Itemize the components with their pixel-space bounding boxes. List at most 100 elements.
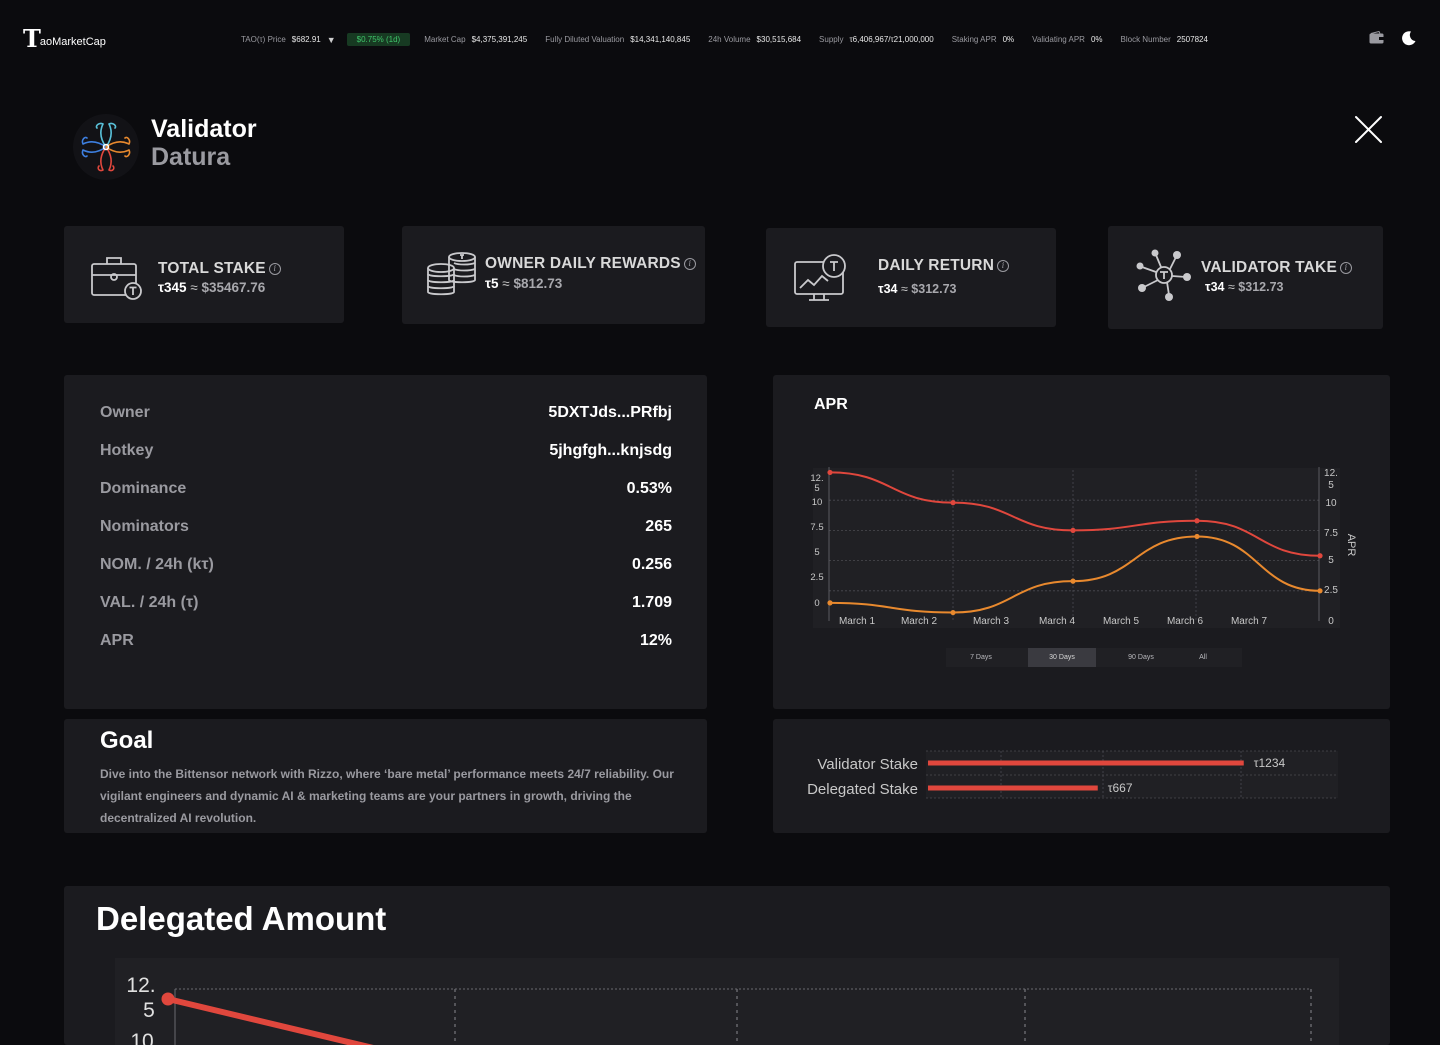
orange-series-point	[827, 600, 833, 606]
validator-name: Datura	[151, 143, 231, 171]
goal-description: Dive into the Bittensor network with Riz…	[100, 767, 674, 825]
x-tick-label: March 3	[973, 616, 1010, 627]
delegated-amount-panel: Delegated Amount 12. 5 10	[64, 886, 1390, 1045]
top-bar: T aoMarketCap TAO(τ) Price $682.91 ▼ $0.…	[0, 0, 1440, 78]
fdv-value: $14,341,140,845	[630, 35, 691, 44]
y-tick-label-right: 5	[1328, 555, 1334, 566]
tab-7-days[interactable]: 7 Days	[970, 654, 992, 661]
stat-value: τ345 ≈ $35467.76	[158, 280, 266, 295]
datura-logo-icon	[81, 122, 131, 172]
plot-area	[813, 468, 1340, 628]
info-icon[interactable]: i	[1339, 262, 1352, 274]
delegated-amount-title: Delegated Amount	[96, 900, 387, 937]
y-tick-label-right: 7.5	[1324, 528, 1338, 539]
red-series-point	[827, 469, 833, 476]
validator-info-panel: Owner 5DXTJds...PRfbj Hotkey 5jhgfgh...knj…	[64, 375, 707, 709]
red-series-point	[950, 500, 956, 506]
close-icon[interactable]	[1354, 115, 1383, 144]
stat-label: TOTAL STAKE i	[158, 260, 281, 278]
val-24h-row: VAL. / 24h (τ) 1.709	[100, 594, 672, 611]
staking-apr-value: 0%	[1002, 35, 1015, 44]
bar-value-label: τ667	[1108, 781, 1133, 795]
red-series-point	[1317, 553, 1323, 559]
market-cap-label: Market Cap	[424, 35, 466, 44]
bar-category-label: Validator Stake	[817, 756, 918, 773]
wallet-icon[interactable]	[1369, 31, 1384, 44]
monitor-chart-icon	[794, 254, 846, 301]
red-series-point	[161, 992, 175, 1006]
y-tick-label: 0	[814, 598, 819, 609]
x-tick-label: March 2	[901, 616, 938, 627]
delegated-chart-area: 12. 5 10	[115, 958, 1339, 1045]
x-tick-label: March 5	[1103, 616, 1140, 627]
logo-mark: T	[23, 24, 41, 53]
caret-down-icon: ▼	[326, 34, 336, 45]
price-change-badge: $0.75% (1d)	[346, 33, 411, 46]
briefcase-tao-icon	[91, 257, 142, 300]
tab-90-days[interactable]: 90 Days	[1128, 654, 1154, 661]
apr-chart-title: APR	[814, 396, 848, 413]
orange-series-point	[950, 609, 956, 616]
stake-bar-panel: Validator Stake τ1234 Delegated Stake τ667	[773, 719, 1390, 833]
page-title: Validator	[151, 115, 257, 143]
market-ticker: TAO(τ) Price $682.91 ▼ $0.75% (1d) Marke…	[241, 32, 1208, 47]
nominators-row: Nominators 265	[100, 518, 672, 535]
y-tick-label-right: 5	[1328, 480, 1334, 491]
orange-series-point	[1070, 578, 1076, 584]
y-tick-label: 10	[812, 497, 823, 508]
apr-row: APR 12%	[100, 632, 672, 649]
stat-value: τ34 ≈ $312.73	[878, 282, 957, 296]
info-icon[interactable]: i	[997, 260, 1010, 272]
total-stake-card: TOTAL STAKE i τ345 ≈ $35467.76	[64, 226, 344, 323]
info-icon[interactable]: i	[268, 263, 281, 275]
validating-apr-label: Validating APR	[1032, 35, 1085, 44]
goal-panel: Goal Dive into the Bittensor network wit…	[64, 719, 707, 833]
moon-icon[interactable]	[1401, 30, 1417, 46]
nom-24h-row: NOM. / 24h (kτ) 0.256	[100, 556, 672, 573]
dominance-row: Dominance 0.53%	[100, 480, 672, 497]
block-number-value: 2507824	[1176, 35, 1208, 44]
tab-all[interactable]: All	[1199, 654, 1207, 661]
y-tick-label-right: 12.	[1324, 468, 1338, 479]
owner-daily-rewards-card: OWNER DAILY REWARDS i τ5 ≈ $812.73	[402, 226, 705, 324]
price-label: TAO(τ) Price	[241, 35, 286, 44]
block-number-label: Block Number	[1120, 35, 1171, 44]
y-tick-label: 12.	[810, 473, 823, 484]
time-range-tabs: 7 Days 30 Days 90 Days All	[946, 648, 1242, 667]
red-series-point	[1194, 518, 1200, 524]
y-tick-label-right: 0	[1328, 616, 1334, 627]
y-tick-label: 5	[814, 483, 819, 494]
price-value: $682.91	[291, 35, 321, 44]
logo-text: aoMarketCap	[39, 36, 106, 48]
logo[interactable]: T aoMarketCap	[23, 24, 106, 53]
staking-apr-label: Staking APR	[951, 35, 997, 44]
owner-row: Owner 5DXTJds...PRfbj	[100, 404, 672, 421]
red-series-point	[1070, 527, 1076, 533]
hotkey-address[interactable]: 5jhgfgh...knjsdg	[549, 442, 672, 459]
right-axis-label: APR	[1345, 534, 1357, 557]
coin-stack-icon	[427, 252, 476, 296]
tab-30-days[interactable]: 30 Days	[1028, 648, 1096, 667]
x-tick-label: March 7	[1231, 616, 1268, 627]
red-series-line	[165, 996, 374, 1045]
owner-address[interactable]: 5DXTJds...PRfbj	[548, 404, 672, 421]
x-tick-label: March 1	[839, 616, 876, 627]
stat-value: τ5 ≈ $812.73	[485, 276, 563, 291]
validator-take-card: VALIDATOR TAKE i τ34 ≈ $312.73	[1108, 226, 1383, 329]
bar-value-label: τ1234	[1254, 756, 1286, 770]
y-tick-label: 12.	[126, 974, 155, 997]
x-tick-label: March 4	[1039, 616, 1076, 627]
network-hub-icon	[1136, 249, 1191, 301]
orange-series-point	[1194, 533, 1200, 540]
daily-return-card: DAILY RETURN i τ34 ≈ $312.73	[766, 228, 1056, 327]
stat-label: VALIDATOR TAKE i	[1201, 259, 1352, 277]
info-icon[interactable]: i	[683, 258, 696, 270]
validating-apr-value: 0%	[1090, 35, 1103, 44]
stat-label: DAILY RETURN i	[878, 257, 1010, 275]
goal-title: Goal	[100, 727, 154, 754]
delegated-line-chart: 12.5 10	[126, 974, 1312, 1045]
stake-bar	[928, 760, 1244, 766]
volume-value: $30,515,684	[756, 35, 802, 44]
supply-value: τ6,406,967/τ21,000,000	[849, 35, 934, 44]
